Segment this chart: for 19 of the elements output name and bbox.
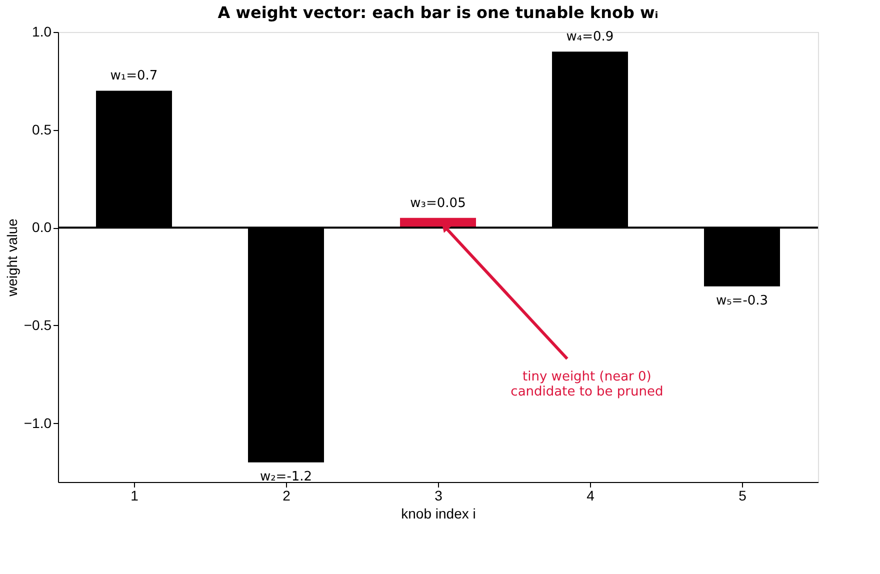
y-tick-label: 0.5 — [32, 121, 52, 138]
y-tick-label: −0.5 — [24, 316, 52, 333]
x-tick-label: 4 — [586, 488, 595, 504]
y-tick-label: 0.0 — [32, 219, 52, 236]
x-tick-label: 1 — [130, 488, 139, 504]
data-label: w₁=0.7 — [110, 68, 158, 84]
annotation: tiny weight (near 0) candidate to be pruned — [510, 369, 664, 400]
x-tick-label: 3 — [434, 488, 443, 504]
y-tick-label: 1.0 — [32, 24, 52, 40]
data-label: w₅=-0.3 — [716, 293, 768, 308]
chart-title: A weight vector: each bar is one tunable knob wᵢ — [218, 3, 658, 22]
data-label: w₄=0.9 — [566, 30, 614, 45]
x-tick-label: 2 — [282, 488, 291, 504]
x-tick-label: 5 — [738, 488, 747, 504]
data-label: w₂=-1.2 — [260, 469, 312, 484]
x-axis-title: knob index i — [401, 506, 476, 522]
y-tick-label: −1.0 — [24, 414, 52, 431]
y-axis-title: weight value — [4, 218, 20, 298]
data-label: w₃=0.05 — [410, 196, 466, 211]
